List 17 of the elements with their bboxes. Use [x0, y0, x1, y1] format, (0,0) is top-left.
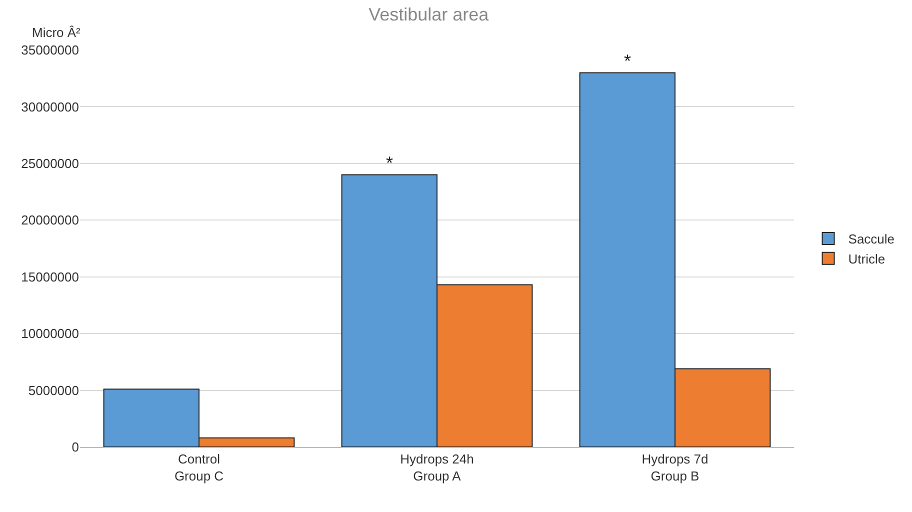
annotation: *: [386, 153, 394, 173]
y-tick-label: 10000000: [21, 326, 79, 342]
y-tick-label: 20000000: [21, 212, 79, 228]
x-tick-label: Hydrops 7d Group B: [642, 452, 708, 484]
y-tick-label: 30000000: [21, 99, 79, 114]
x-tick-label: Hydrops 24h Group A: [400, 452, 474, 484]
y-axis-title: Micro Â²: [32, 25, 82, 40]
legend-label: Saccule: [848, 232, 895, 247]
y-tick-label: 25000000: [21, 156, 79, 171]
y-tick-label: 35000000: [21, 42, 79, 58]
y-tick-label: 5000000: [28, 382, 79, 398]
y-tick-label: 15000000: [21, 269, 79, 284]
y-tick-label: 0: [72, 440, 79, 455]
annotation: *: [624, 51, 632, 71]
legend-label: Utricle: [848, 251, 886, 266]
x-tick-label: Control Group C: [174, 452, 224, 484]
chart-title: Vestibular area: [368, 4, 490, 24]
